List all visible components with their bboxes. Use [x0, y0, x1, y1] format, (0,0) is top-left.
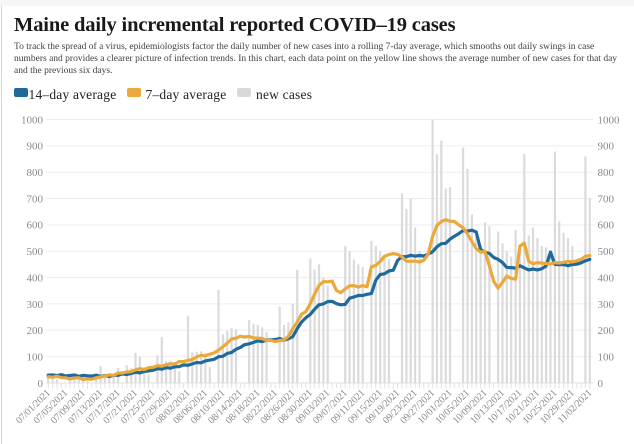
svg-text:0: 0 — [38, 378, 44, 390]
svg-text:900: 900 — [27, 141, 44, 153]
svg-text:0: 0 — [598, 378, 604, 390]
svg-text:100: 100 — [598, 351, 615, 363]
svg-text:500: 500 — [27, 246, 44, 258]
svg-text:300: 300 — [598, 299, 615, 311]
svg-text:100: 100 — [27, 351, 44, 363]
svg-text:700: 700 — [598, 193, 615, 205]
svg-text:200: 200 — [27, 325, 44, 337]
svg-text:400: 400 — [598, 272, 615, 284]
svg-text:1000: 1000 — [598, 114, 621, 126]
svg-text:900: 900 — [598, 141, 615, 153]
svg-text:1000: 1000 — [21, 114, 44, 126]
svg-text:500: 500 — [598, 246, 615, 258]
svg-text:600: 600 — [27, 220, 44, 232]
svg-text:800: 800 — [598, 167, 615, 179]
svg-text:600: 600 — [598, 220, 615, 232]
svg-text:800: 800 — [27, 167, 44, 179]
svg-text:200: 200 — [598, 325, 615, 337]
svg-text:700: 700 — [27, 193, 44, 205]
svg-text:300: 300 — [27, 299, 44, 311]
svg-text:400: 400 — [27, 272, 44, 284]
